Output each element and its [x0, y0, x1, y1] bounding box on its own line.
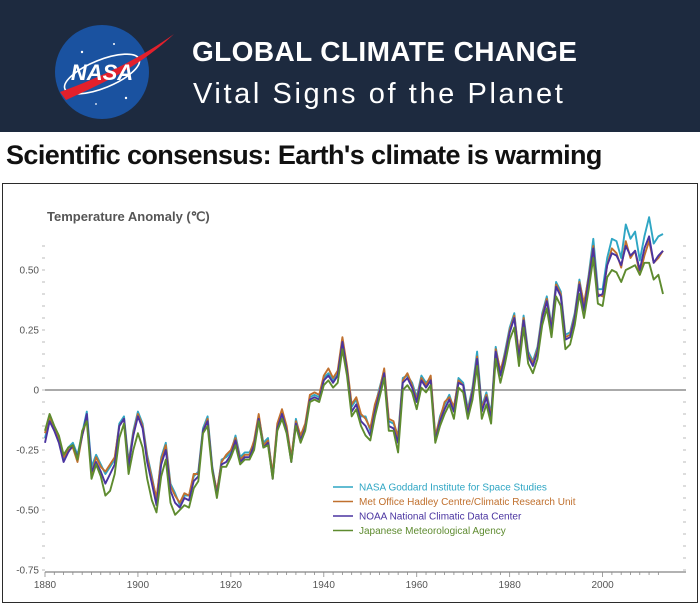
y-tick-label: -0.50: [16, 506, 39, 517]
x-tick-label: 2000: [591, 580, 614, 591]
series-line-2: [44, 240, 664, 504]
x-tick-label: 1960: [406, 580, 429, 591]
legend-label: NOAA National Climatic Data Center: [359, 512, 522, 523]
chart-frame: Temperature Anomaly (℃) -0.75 -0.50 -0.25 0…: [2, 183, 698, 603]
x-tick-label: 1880: [34, 580, 57, 591]
x-tick-label: 1900: [127, 580, 150, 591]
y-tick-label: 0.50: [20, 266, 40, 277]
page-headline: Scientific consensus: Earth's climate is…: [6, 140, 602, 170]
series-line-4: [44, 257, 664, 516]
y-tick-label: -0.75: [16, 566, 39, 577]
legend-label: Japanese Meteorological Agency: [359, 526, 506, 537]
temperature-anomaly-chart: Temperature Anomaly (℃) -0.75 -0.50 -0.25 0…: [16, 209, 686, 591]
svg-text:NASA: NASA: [71, 60, 133, 85]
y-tick-label: -0.25: [16, 446, 39, 457]
y-tick-label: 0.25: [20, 326, 40, 337]
legend-label: NASA Goddard Institute for Space Studies: [359, 483, 547, 494]
site-subtitle: Vital Signs of the Planet: [193, 78, 566, 110]
y-tick-label: 0: [33, 386, 39, 397]
site-banner: NASA GLOBAL CLIMATE CHANGE Vital Signs o…: [0, 0, 700, 132]
legend-label: Met Office Hadley Centre/Climatic Resear…: [359, 497, 576, 508]
nasa-logo[interactable]: NASA: [52, 22, 176, 122]
chart-title: Temperature Anomaly (℃): [47, 209, 210, 224]
series-line-3: [44, 235, 664, 509]
site-title: GLOBAL CLIMATE CHANGE: [192, 36, 578, 67]
series-line-1: [44, 216, 664, 507]
x-tick-label: 1940: [313, 580, 336, 591]
x-tick-label: 1980: [499, 580, 522, 591]
x-tick-label: 1920: [220, 580, 243, 591]
